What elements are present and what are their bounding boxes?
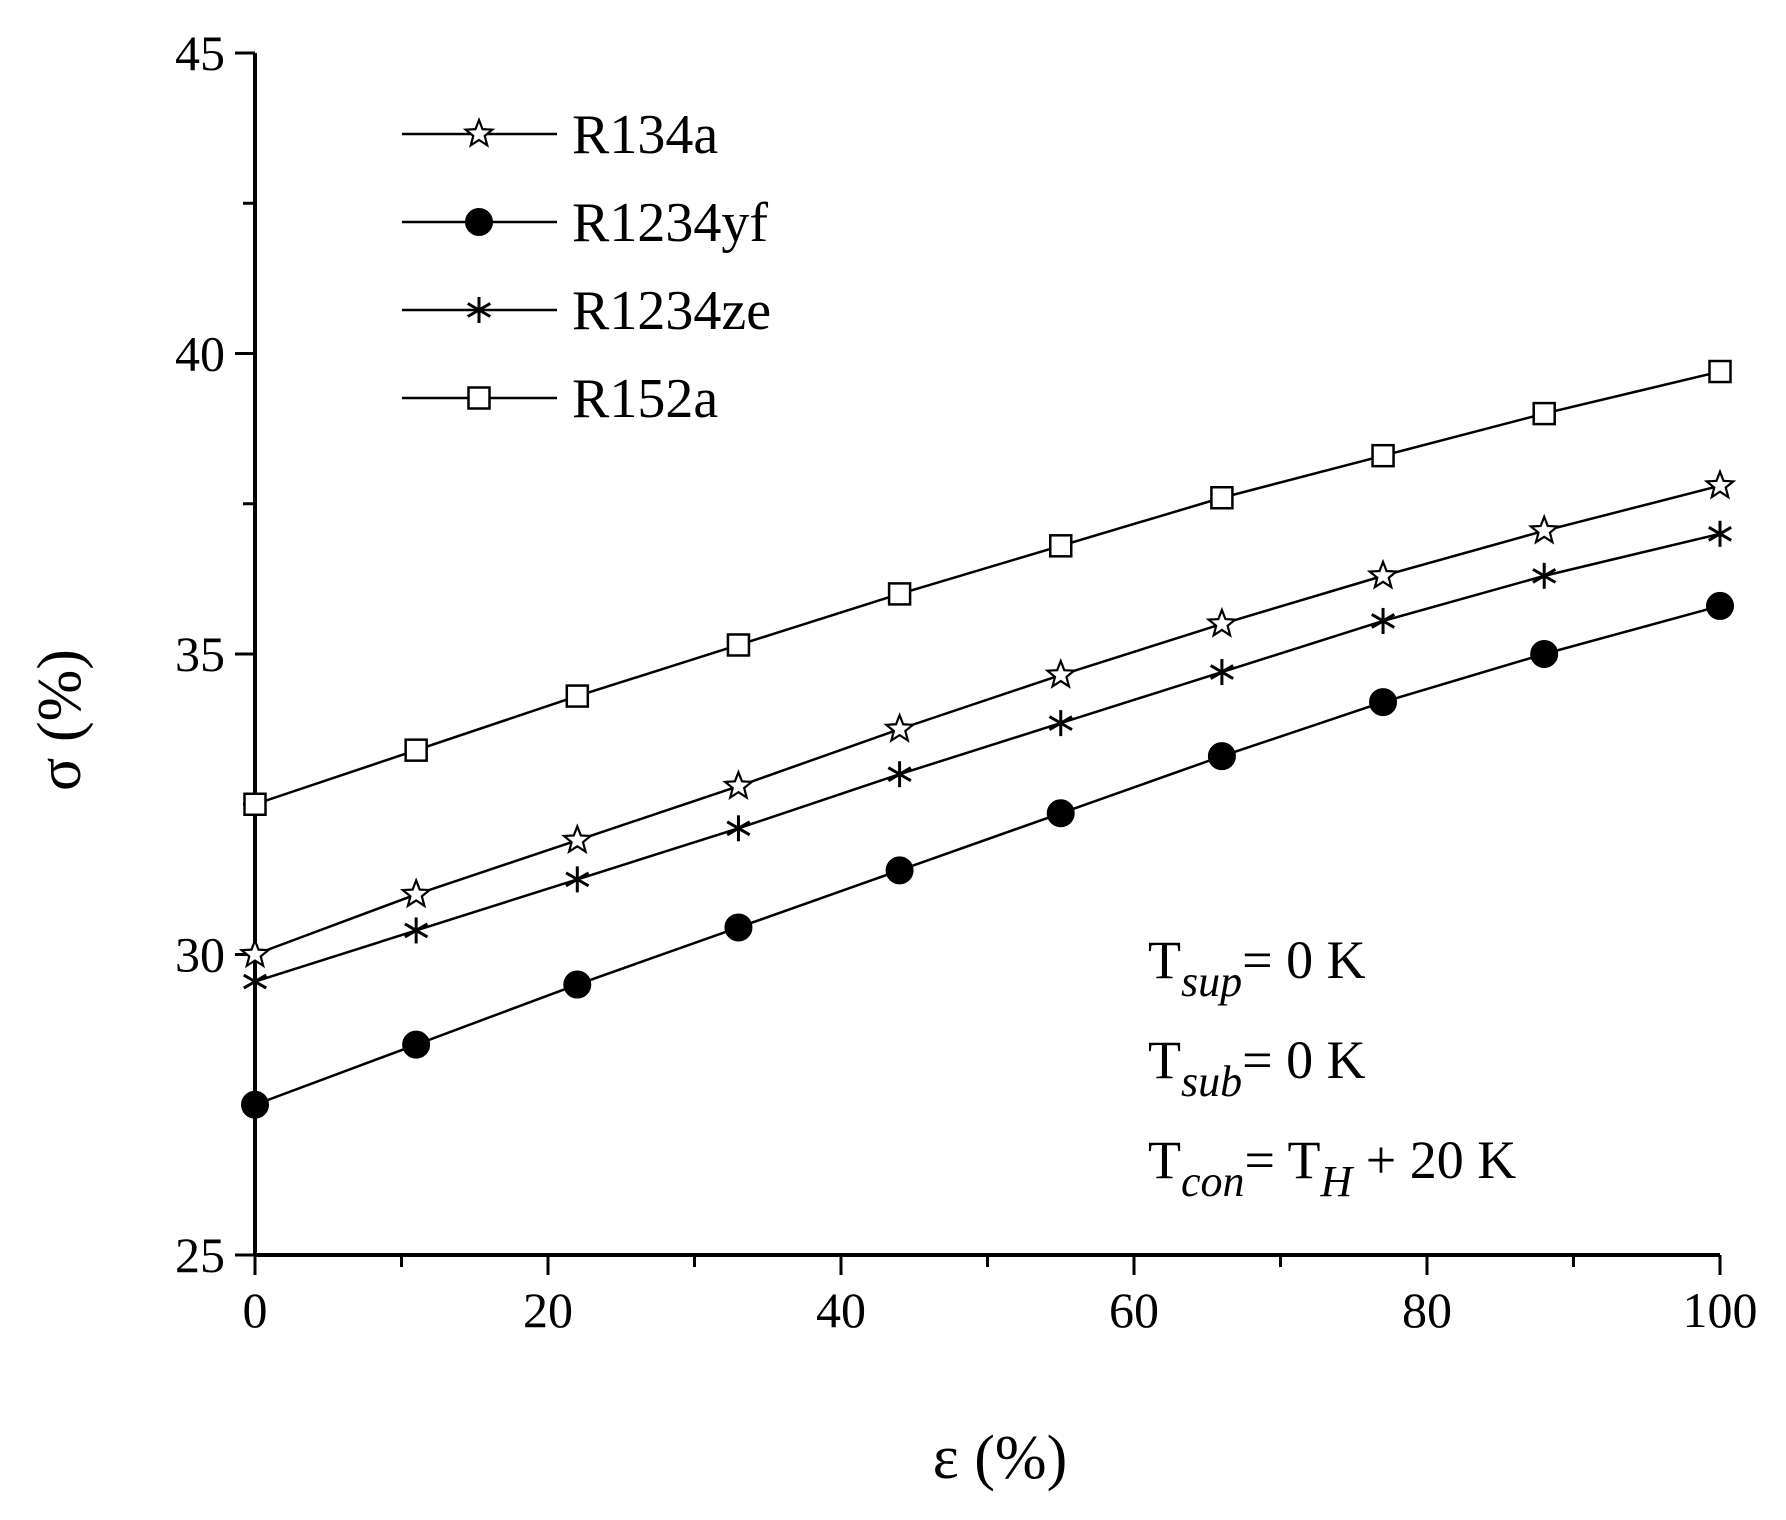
legend-item-r1234ze: R1234ze (402, 280, 771, 342)
data-point-r152a (1210, 485, 1234, 510)
legend-label-r152a: R152a (572, 368, 718, 430)
x-tick-label: 40 (816, 1282, 866, 1338)
data-point-r152a (1049, 534, 1073, 558)
data-point-r134a (561, 823, 594, 855)
data-point-r1234yf (1207, 742, 1236, 771)
data-point-r1234ze (1532, 562, 1557, 589)
legend-item-r134a: R134a (402, 104, 718, 166)
data-point-r134a (1703, 468, 1737, 500)
annotation-line: Tcon= TH + 20 K (1148, 1130, 1516, 1206)
series-r1234ze (242, 520, 1733, 995)
data-point-r1234yf (724, 913, 753, 942)
y-tick-label: 25 (175, 1227, 225, 1283)
legend-marker-r1234yf (465, 208, 493, 236)
data-point-r134a (399, 877, 433, 909)
data-point-r134a (1366, 558, 1400, 590)
data-point-r152a (404, 738, 428, 762)
legend-marker-r152a (467, 386, 491, 410)
legend-label-r134a: R134a (572, 104, 718, 166)
data-point-r1234ze (242, 968, 268, 995)
data-point-r134a (238, 937, 272, 969)
legend: R134a R1234yf R1234ze R152a (402, 104, 771, 430)
asterisk-stroke (1532, 568, 1557, 584)
asterisk-stroke (404, 922, 429, 939)
annotations: Tsup= 0 K Tsub= 0 K Tcon= TH + 20 K (1148, 930, 1516, 1206)
data-point-r1234yf (402, 1030, 431, 1059)
axes: 0 20 40 60 80 100 25 30 35 40 45 (175, 25, 1758, 1338)
data-point-r1234yf (1046, 799, 1075, 828)
data-point-r1234ze (1371, 607, 1396, 634)
data-point-r152a (887, 582, 912, 606)
legend-label-r1234ze: R1234ze (572, 280, 771, 342)
legend-label-r1234yf: R1234yf (572, 192, 768, 254)
data-point-r1234ze (565, 866, 590, 893)
asterisk-stroke (242, 973, 268, 990)
data-point-r1234yf (1369, 688, 1398, 717)
data-point-r134a (722, 769, 755, 801)
asterisk-stroke (565, 871, 590, 888)
asterisk-stroke (1371, 613, 1396, 629)
series-r134a (238, 468, 1737, 969)
data-point-r152a (1532, 401, 1556, 426)
y-tick-label: 35 (175, 626, 225, 682)
data-point-r152a (726, 633, 751, 657)
data-point-r134a (1527, 513, 1561, 545)
asterisk-stroke (466, 302, 492, 318)
data-point-r134a (1205, 606, 1239, 638)
data-point-r152a (565, 684, 590, 708)
asterisk-stroke (1209, 664, 1234, 680)
x-tick-label: 0 (243, 1282, 268, 1338)
asterisk-stroke (1048, 715, 1073, 731)
legend-marker-r134a (462, 116, 496, 148)
x-tick-label: 80 (1402, 1282, 1452, 1338)
data-point-r152a (1371, 443, 1395, 468)
data-point-r134a (1044, 657, 1077, 689)
y-tick-label: 40 (175, 326, 225, 382)
data-point-r1234ze (726, 815, 751, 842)
x-tick-label: 60 (1109, 1282, 1159, 1338)
series-line-r1234yf (254, 604, 1721, 1106)
data-point-r1234ze (887, 761, 912, 788)
data-point-r152a (1708, 359, 1732, 384)
data-point-r1234yf (563, 970, 592, 999)
legend-item-r152a: R152a (402, 368, 718, 430)
series-r152a (243, 359, 1732, 816)
series-line-r152a (254, 370, 1721, 806)
asterisk-stroke (887, 766, 912, 782)
series-line-r1234ze (254, 532, 1721, 983)
series-layer (238, 359, 1737, 1119)
data-point-r1234yf (1706, 591, 1734, 620)
legend-marker-r1234ze (466, 297, 492, 323)
data-point-r134a (883, 712, 916, 743)
data-point-r1234yf (885, 856, 914, 885)
series-r1234yf (241, 591, 1734, 1119)
annotation-line: Tsub= 0 K (1148, 1030, 1366, 1106)
data-point-r1234ze (1209, 659, 1234, 686)
x-tick-label: 20 (523, 1282, 573, 1338)
data-point-r1234ze (404, 917, 429, 944)
y-tick-label: 45 (175, 25, 225, 81)
y-axis-label: σ (%) (26, 649, 94, 791)
data-point-r1234ze (1707, 520, 1733, 547)
annotation-line: Tsup= 0 K (1148, 930, 1366, 1006)
x-tick-label: 100 (1683, 1282, 1758, 1338)
series-line-r134a (254, 484, 1721, 956)
asterisk-stroke (726, 820, 751, 837)
legend-item-r1234yf: R1234yf (402, 192, 768, 254)
data-point-r1234ze (1048, 710, 1073, 737)
data-point-r1234yf (241, 1090, 269, 1119)
asterisk-stroke (1707, 526, 1733, 542)
y-tick-label: 30 (175, 927, 225, 983)
data-point-r152a (243, 792, 267, 816)
x-axis-label: ε (%) (933, 1424, 1067, 1492)
data-point-r1234yf (1530, 640, 1559, 668)
